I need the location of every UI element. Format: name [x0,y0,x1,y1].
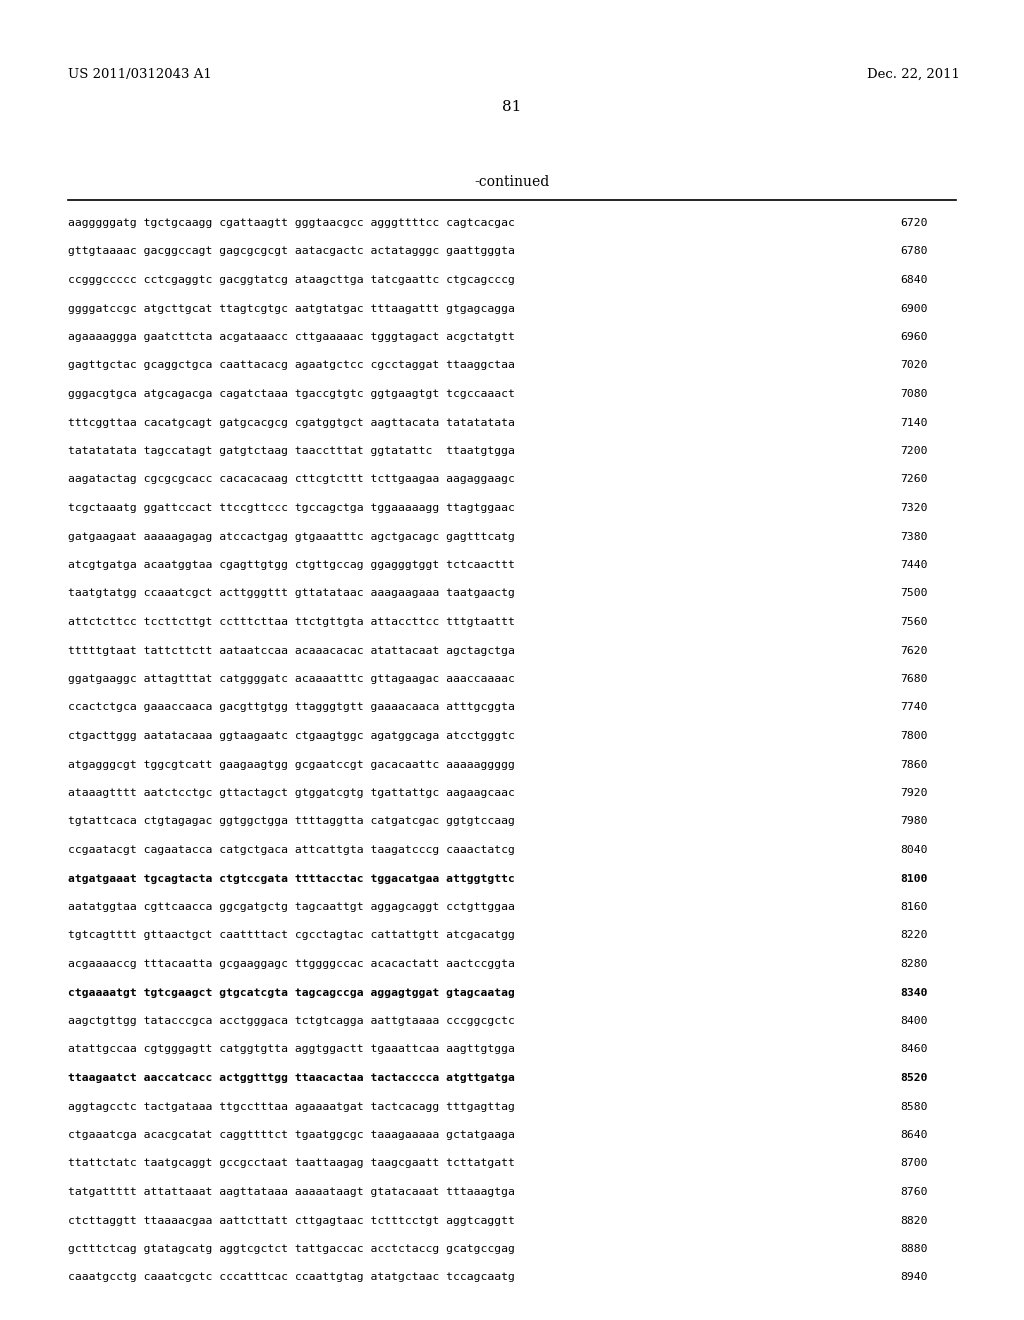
Text: 7980: 7980 [900,817,928,826]
Text: 8580: 8580 [900,1101,928,1111]
Text: ggatgaaggc attagtttat catggggatc acaaaatttc gttagaagac aaaccaaaac: ggatgaaggc attagtttat catggggatc acaaaat… [68,675,515,684]
Text: tttttgtaat tattcttctt aataatccaa acaaacacac atattacaat agctagctga: tttttgtaat tattcttctt aataatccaa acaaaca… [68,645,515,656]
Text: 8040: 8040 [900,845,928,855]
Text: 7740: 7740 [900,702,928,713]
Text: 6720: 6720 [900,218,928,228]
Text: tttcggttaa cacatgcagt gatgcacgcg cgatggtgct aagttacata tatatatata: tttcggttaa cacatgcagt gatgcacgcg cgatggt… [68,417,515,428]
Text: caaatgcctg caaatcgctc cccatttcac ccaattgtag atatgctaac tccagcaatg: caaatgcctg caaatcgctc cccatttcac ccaattg… [68,1272,515,1283]
Text: aagctgttgg tatacccgca acctgggaca tctgtcagga aattgtaaaa cccggcgctc: aagctgttgg tatacccgca acctgggaca tctgtca… [68,1016,515,1026]
Text: tcgctaaatg ggattccact ttccgttccc tgccagctga tggaaaaagg ttagtggaac: tcgctaaatg ggattccact ttccgttccc tgccagc… [68,503,515,513]
Text: 7500: 7500 [900,589,928,598]
Text: 7620: 7620 [900,645,928,656]
Text: 7080: 7080 [900,389,928,399]
Text: 8760: 8760 [900,1187,928,1197]
Text: 6900: 6900 [900,304,928,314]
Text: atgagggcgt tggcgtcatt gaagaagtgg gcgaatccgt gacacaattc aaaaaggggg: atgagggcgt tggcgtcatt gaagaagtgg gcgaatc… [68,759,515,770]
Text: tgtattcaca ctgtagagac ggtggctgga ttttaggtta catgatcgac ggtgtccaag: tgtattcaca ctgtagagac ggtggctgga ttttagg… [68,817,515,826]
Text: Dec. 22, 2011: Dec. 22, 2011 [867,69,961,81]
Text: 8520: 8520 [900,1073,928,1082]
Text: 8340: 8340 [900,987,928,998]
Text: acgaaaaccg tttacaatta gcgaaggagc ttggggccac acacactatt aactccggta: acgaaaaccg tttacaatta gcgaaggagc ttggggc… [68,960,515,969]
Text: 8640: 8640 [900,1130,928,1140]
Text: ttattctatc taatgcaggt gccgcctaat taattaagag taagcgaatt tcttatgatt: ttattctatc taatgcaggt gccgcctaat taattaa… [68,1159,515,1168]
Text: ctgaaatcga acacgcatat caggttttct tgaatggcgc taaagaaaaa gctatgaaga: ctgaaatcga acacgcatat caggttttct tgaatgg… [68,1130,515,1140]
Text: 8220: 8220 [900,931,928,940]
Text: 7440: 7440 [900,560,928,570]
Text: 7380: 7380 [900,532,928,541]
Text: atattgccaa cgtgggagtt catggtgtta aggtggactt tgaaattcaa aagttgtgga: atattgccaa cgtgggagtt catggtgtta aggtgga… [68,1044,515,1055]
Text: ctgacttggg aatatacaaa ggtaagaatc ctgaagtggc agatggcaga atcctgggtc: ctgacttggg aatatacaaa ggtaagaatc ctgaagt… [68,731,515,741]
Text: 81: 81 [503,100,521,114]
Text: attctcttcc tccttcttgt cctttcttaa ttctgttgta attaccttcc tttgtaattt: attctcttcc tccttcttgt cctttcttaa ttctgtt… [68,616,515,627]
Text: 7140: 7140 [900,417,928,428]
Text: aatatggtaa cgttcaacca ggcgatgctg tagcaattgt aggagcaggt cctgttggaa: aatatggtaa cgttcaacca ggcgatgctg tagcaat… [68,902,515,912]
Text: atcgtgatga acaatggtaa cgagttgtgg ctgttgccag ggagggtggt tctcaacttt: atcgtgatga acaatggtaa cgagttgtgg ctgttgc… [68,560,515,570]
Text: 8160: 8160 [900,902,928,912]
Text: tatgattttt attattaaat aagttataaa aaaaataagt gtatacaaat tttaaagtga: tatgattttt attattaaat aagttataaa aaaaata… [68,1187,515,1197]
Text: 8820: 8820 [900,1216,928,1225]
Text: aggtagcctc tactgataaa ttgcctttaa agaaaatgat tactcacagg tttgagttag: aggtagcctc tactgataaa ttgcctttaa agaaaat… [68,1101,515,1111]
Text: 8700: 8700 [900,1159,928,1168]
Text: US 2011/0312043 A1: US 2011/0312043 A1 [68,69,212,81]
Text: 8940: 8940 [900,1272,928,1283]
Text: 7260: 7260 [900,474,928,484]
Text: ctcttaggtt ttaaaacgaa aattcttatt cttgagtaac tctttcctgt aggtcaggtt: ctcttaggtt ttaaaacgaa aattcttatt cttgagt… [68,1216,515,1225]
Text: 8400: 8400 [900,1016,928,1026]
Text: 7920: 7920 [900,788,928,799]
Text: 6840: 6840 [900,275,928,285]
Text: ccactctgca gaaaccaaca gacgttgtgg ttagggtgtt gaaaacaaca atttgcggta: ccactctgca gaaaccaaca gacgttgtgg ttagggt… [68,702,515,713]
Text: 7560: 7560 [900,616,928,627]
Text: 7200: 7200 [900,446,928,455]
Text: 7680: 7680 [900,675,928,684]
Text: gctttctcag gtatagcatg aggtcgctct tattgaccac acctctaccg gcatgccgag: gctttctcag gtatagcatg aggtcgctct tattgac… [68,1243,515,1254]
Text: atgatgaaat tgcagtacta ctgtccgata ttttacctac tggacatgaa attggtgttc: atgatgaaat tgcagtacta ctgtccgata ttttacc… [68,874,515,883]
Text: ctgaaaatgt tgtcgaagct gtgcatcgta tagcagccga aggagtggat gtagcaatag: ctgaaaatgt tgtcgaagct gtgcatcgta tagcagc… [68,987,515,998]
Text: aagatactag cgcgcgcacc cacacacaag cttcgtcttt tcttgaagaa aagaggaagc: aagatactag cgcgcgcacc cacacacaag cttcgtc… [68,474,515,484]
Text: gagttgctac gcaggctgca caattacacg agaatgctcc cgcctaggat ttaaggctaa: gagttgctac gcaggctgca caattacacg agaatgc… [68,360,515,371]
Text: 7860: 7860 [900,759,928,770]
Text: 8280: 8280 [900,960,928,969]
Text: ttaagaatct aaccatcacc actggtttgg ttaacactaa tactacccca atgttgatga: ttaagaatct aaccatcacc actggtttgg ttaacac… [68,1073,515,1082]
Text: 8460: 8460 [900,1044,928,1055]
Text: 7320: 7320 [900,503,928,513]
Text: ggggatccgc atgcttgcat ttagtcgtgc aatgtatgac tttaagattt gtgagcagga: ggggatccgc atgcttgcat ttagtcgtgc aatgtat… [68,304,515,314]
Text: gttgtaaaac gacggccagt gagcgcgcgt aatacgactc actatagggc gaattgggta: gttgtaaaac gacggccagt gagcgcgcgt aatacga… [68,247,515,256]
Text: tgtcagtttt gttaactgct caattttact cgcctagtac cattattgtt atcgacatgg: tgtcagtttt gttaactgct caattttact cgcctag… [68,931,515,940]
Text: gggacgtgca atgcagacga cagatctaaa tgaccgtgtc ggtgaagtgt tcgccaaact: gggacgtgca atgcagacga cagatctaaa tgaccgt… [68,389,515,399]
Text: 7020: 7020 [900,360,928,371]
Text: tatatatata tagccatagt gatgtctaag taacctttat ggtatattc  ttaatgtgga: tatatatata tagccatagt gatgtctaag taacctt… [68,446,515,455]
Text: 6780: 6780 [900,247,928,256]
Text: aagggggatg tgctgcaagg cgattaagtt gggtaacgcc agggttttcc cagtcacgac: aagggggatg tgctgcaagg cgattaagtt gggtaac… [68,218,515,228]
Text: ccgggccccc cctcgaggtc gacggtatcg ataagcttga tatcgaattc ctgcagcccg: ccgggccccc cctcgaggtc gacggtatcg ataagct… [68,275,515,285]
Text: gatgaagaat aaaaagagag atccactgag gtgaaatttc agctgacagc gagtttcatg: gatgaagaat aaaaagagag atccactgag gtgaaat… [68,532,515,541]
Text: -continued: -continued [474,176,550,189]
Text: taatgtatgg ccaaatcgct acttgggttt gttatataac aaagaagaaa taatgaactg: taatgtatgg ccaaatcgct acttgggttt gttatat… [68,589,515,598]
Text: agaaaaggga gaatcttcta acgataaacc cttgaaaaac tgggtagact acgctatgtt: agaaaaggga gaatcttcta acgataaacc cttgaaa… [68,333,515,342]
Text: 7800: 7800 [900,731,928,741]
Text: 8100: 8100 [900,874,928,883]
Text: ataaagtttt aatctcctgc gttactagct gtggatcgtg tgattattgc aagaagcaac: ataaagtttt aatctcctgc gttactagct gtggatc… [68,788,515,799]
Text: 6960: 6960 [900,333,928,342]
Text: 8880: 8880 [900,1243,928,1254]
Text: ccgaatacgt cagaatacca catgctgaca attcattgta taagatcccg caaactatcg: ccgaatacgt cagaatacca catgctgaca attcatt… [68,845,515,855]
